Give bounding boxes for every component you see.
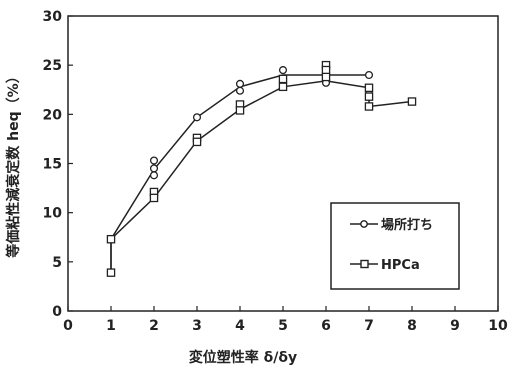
x-tick-label: 9 bbox=[450, 318, 460, 334]
x-tick-label: 8 bbox=[407, 318, 417, 334]
y-tick-label: 10 bbox=[43, 206, 63, 222]
legend-box bbox=[330, 202, 460, 290]
x-tick-label: 6 bbox=[321, 318, 331, 334]
x-tick-label: 7 bbox=[364, 318, 374, 334]
y-tick-label: 20 bbox=[43, 107, 63, 123]
data-point-square bbox=[407, 97, 417, 106]
data-point-square bbox=[106, 268, 116, 277]
x-tick-label: 5 bbox=[278, 318, 288, 334]
series-markers bbox=[106, 60, 417, 277]
legend-entry-series-2: HPCa bbox=[350, 258, 420, 273]
data-point-square bbox=[364, 83, 374, 93]
data-point-circle bbox=[149, 156, 159, 165]
data-point-square bbox=[321, 65, 331, 75]
plot-area-frame bbox=[67, 15, 499, 312]
legend-label-series-1: 場所打ち bbox=[381, 217, 433, 233]
data-point-square bbox=[364, 102, 374, 111]
data-point-square bbox=[321, 72, 331, 82]
y-axis-ticks: 0 5 10 15 20 25 30 bbox=[43, 9, 73, 320]
legend-entry-series-1: 場所打ち bbox=[350, 217, 433, 233]
x-tick-label: 1 bbox=[106, 318, 116, 334]
data-point-circle bbox=[192, 113, 202, 122]
y-tick-label: 30 bbox=[43, 9, 63, 25]
series-line-1 bbox=[110, 74, 369, 273]
data-point-square bbox=[278, 74, 288, 84]
data-point-square bbox=[149, 193, 159, 203]
data-point-square bbox=[278, 82, 288, 92]
y-tick-label: 0 bbox=[52, 304, 62, 320]
data-point-square bbox=[235, 106, 245, 115]
data-point-square bbox=[192, 137, 202, 147]
data-point-circle bbox=[364, 70, 374, 80]
x-tick-label: 0 bbox=[63, 318, 73, 334]
legend-marker-square-icon bbox=[360, 259, 369, 269]
x-axis-ticks: 0 1 2 3 4 5 6 7 8 9 10 bbox=[63, 306, 508, 334]
data-point-circle bbox=[235, 86, 245, 95]
data-point-circle bbox=[278, 66, 288, 75]
data-point-circle bbox=[235, 79, 245, 88]
x-tick-label: 10 bbox=[488, 318, 508, 334]
x-axis-label: 変位塑性率 δ/δy bbox=[189, 349, 297, 366]
y-tick-label: 15 bbox=[43, 157, 62, 173]
x-tick-label: 3 bbox=[192, 318, 202, 334]
legend: 場所打ち HPCa bbox=[330, 202, 460, 290]
y-tick-label: 25 bbox=[43, 58, 62, 74]
data-point-square bbox=[364, 92, 374, 101]
y-tick-label: 5 bbox=[52, 255, 62, 271]
y-axis-label: 等価粘性減衰定数 heq（%） bbox=[5, 69, 22, 257]
legend-marker-circle-icon bbox=[360, 220, 368, 228]
data-point-square bbox=[106, 234, 116, 244]
data-point-circle bbox=[149, 171, 159, 180]
x-tick-label: 4 bbox=[235, 318, 245, 334]
data-point-circle bbox=[149, 164, 159, 173]
legend-label-series-2: HPCa bbox=[381, 258, 420, 273]
x-tick-label: 2 bbox=[149, 318, 159, 334]
